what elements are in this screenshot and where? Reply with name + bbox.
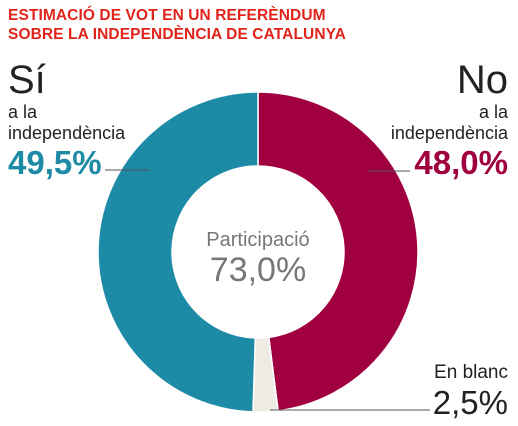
no-label-block: No a la independència 48,0% xyxy=(391,58,508,182)
no-subtitle-2: independència xyxy=(390,123,508,143)
chart-title: ESTIMACIÓ DE VOT EN UN REFERÈNDUM SOBRE … xyxy=(8,6,346,44)
si-label-block: Sí a la independència 49,5% xyxy=(8,58,125,182)
title-line-2: SOBRE LA INDEPENDÈNCIA DE CATALUNYA xyxy=(8,26,346,43)
si-subtitle-2: independència xyxy=(8,123,126,143)
blank-value: 2,5% xyxy=(432,384,508,421)
participation-value: 73,0% xyxy=(210,251,306,289)
slice-si xyxy=(97,91,259,413)
si-heading: Sí xyxy=(8,58,46,102)
si-subtitle-1: a la xyxy=(8,102,38,122)
title-line-1: ESTIMACIÓ DE VOT EN UN REFERÈNDUM xyxy=(8,7,326,24)
si-value: 49,5% xyxy=(8,144,102,181)
blank-label-block: En blanc 2,5% xyxy=(433,362,508,422)
blank-label: En blanc xyxy=(434,362,508,383)
slice-no xyxy=(257,91,419,412)
donut-slices xyxy=(97,91,419,413)
participation-label: Participació xyxy=(206,229,309,251)
no-heading: No xyxy=(456,58,508,102)
no-value: 48,0% xyxy=(414,144,508,181)
no-subtitle-1: a la xyxy=(478,102,508,122)
